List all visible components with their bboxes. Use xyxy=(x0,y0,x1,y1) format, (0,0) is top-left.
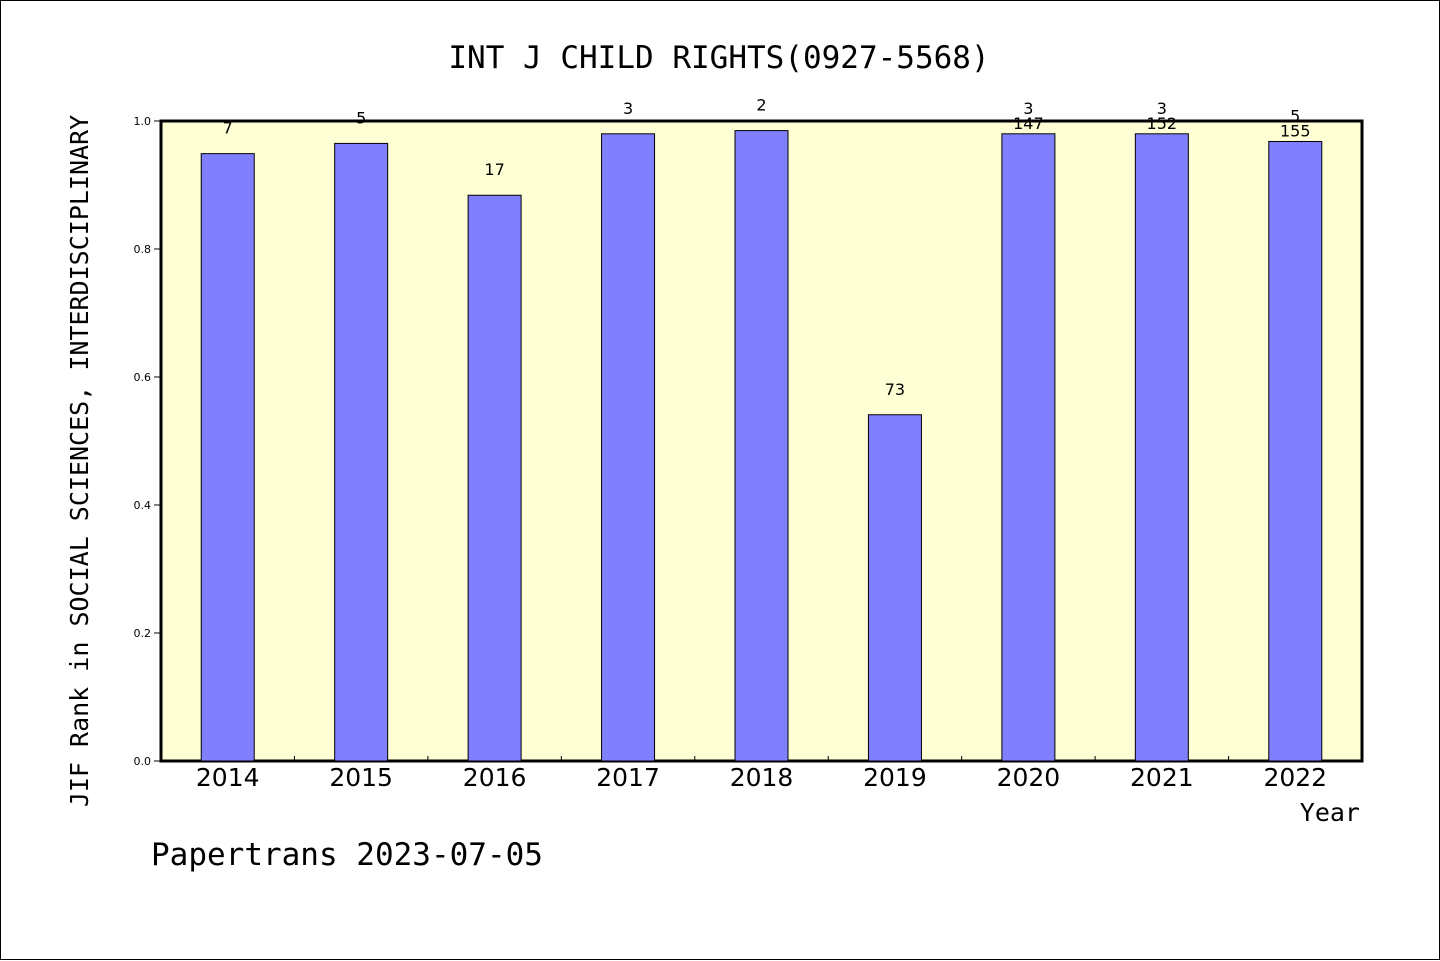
x-tick-label: 2018 xyxy=(730,763,794,792)
bar-2021 xyxy=(1134,133,1189,762)
bar-rank-label: 3 xyxy=(623,99,633,118)
bar-rank-label: 3 xyxy=(1023,99,1033,118)
y-tick-label: 0.6 xyxy=(134,371,152,384)
bar-2015 xyxy=(334,142,389,762)
category-labels: 2014 2015 2016 2017 2018 2019 2020 2021 2022 xyxy=(196,763,1327,792)
x-axis-title: Year xyxy=(1300,798,1360,827)
y-axis-label: JIF Rank in SOCIAL SCIENCES, INTERDISCIP… xyxy=(65,115,94,807)
bar-2019 xyxy=(867,414,922,762)
bar-rank-label: 73 xyxy=(885,380,905,399)
bar-rank-label: 17 xyxy=(484,160,504,179)
bar-2020 xyxy=(1001,133,1056,762)
x-tick-label: 2014 xyxy=(196,763,260,792)
y-tick-label: 1.0 xyxy=(134,115,152,128)
bar-2017 xyxy=(601,133,656,762)
x-axis xyxy=(293,756,1230,761)
bar-series xyxy=(200,130,1323,762)
bar-rank-label: 5 xyxy=(1290,106,1300,125)
bar-2018 xyxy=(734,130,789,762)
y-tick-label: 0.4 xyxy=(134,499,152,512)
x-tick-label: 2022 xyxy=(1263,763,1327,792)
bar-rank-label: 2 xyxy=(756,96,766,115)
bar-total-label: 152 xyxy=(1147,114,1178,133)
bar-rank-label: 3 xyxy=(1157,99,1167,118)
bar-rank-label: 7 xyxy=(223,119,233,138)
footer-credit: Papertrans 2023-07-05 xyxy=(151,837,543,873)
y-tick-label: 0.8 xyxy=(134,243,152,256)
bar-2016 xyxy=(467,194,522,762)
bar-total-label: 155 xyxy=(1280,121,1311,140)
x-tick-label: 2020 xyxy=(997,763,1061,792)
y-tick-label: 0.0 xyxy=(134,755,152,768)
bar-2022 xyxy=(1268,140,1323,762)
chart-title: INT J CHILD RIGHTS(0927-5568) xyxy=(448,40,989,76)
bar-total-label: 147 xyxy=(1013,114,1044,133)
x-tick-label: 2016 xyxy=(463,763,527,792)
y-tick-label: 0.2 xyxy=(134,627,152,640)
x-tick-label: 2017 xyxy=(596,763,660,792)
bar-rank-label: 5 xyxy=(356,108,366,127)
total-labels: 147 152 155 xyxy=(1013,114,1310,141)
x-tick-label: 2021 xyxy=(1130,763,1194,792)
x-tick-label: 2015 xyxy=(329,763,393,792)
x-tick-label: 2019 xyxy=(863,763,927,792)
y-axis: 0.0 0.2 0.4 0.6 0.8 1.0 xyxy=(134,115,161,768)
bar-labels: 7 5 17 3 2 73 3 3 5 xyxy=(223,96,1301,399)
bar-2014 xyxy=(200,153,255,762)
y-axis-title: JIF Rank in SOCIAL SCIENCES, INTERDISCIP… xyxy=(65,115,94,807)
